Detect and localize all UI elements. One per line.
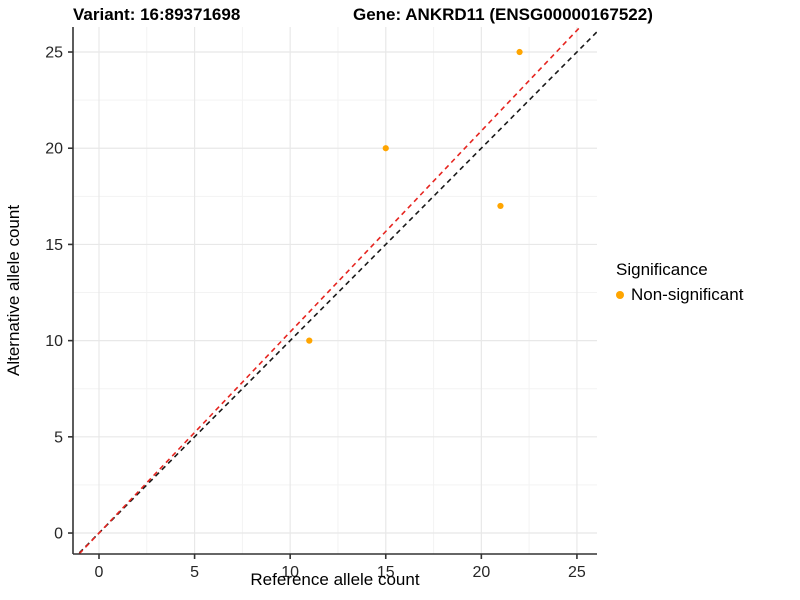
legend-items: Non-significant <box>616 285 743 305</box>
expected-ratio-line <box>77 27 582 554</box>
legend-item-label: Non-significant <box>631 285 744 304</box>
x-tick-label: 25 <box>568 564 586 581</box>
x-tick-label: 5 <box>190 564 199 581</box>
data-point <box>516 48 523 56</box>
y-tick-label: 10 <box>45 333 63 350</box>
y-tick-label: 5 <box>54 429 63 446</box>
legend-point-icon <box>616 291 624 299</box>
legend-title: Significance <box>616 260 708 279</box>
legend-item: Non-significant <box>616 285 743 305</box>
y-tick-label: 25 <box>45 45 63 62</box>
y-axis-title: Alternative allele count <box>4 204 23 377</box>
y-tick-label: 20 <box>45 141 63 158</box>
y-tick-label: 0 <box>54 526 63 543</box>
plot-title-variant: Variant: 16:89371698 <box>73 5 241 24</box>
identity-line <box>77 31 597 554</box>
reference-lines <box>77 27 597 554</box>
plot-title-gene: Gene: ANKRD11 (ENSG00000167522) <box>353 5 653 24</box>
x-tick-label: 15 <box>377 564 395 581</box>
x-tick-label: 0 <box>95 564 104 581</box>
legend: Significance Non-significant <box>616 260 743 305</box>
data-point <box>382 145 389 152</box>
data-point <box>497 202 504 210</box>
data-point <box>306 337 313 344</box>
y-tick-label: 15 <box>45 237 63 254</box>
x-tick-label: 20 <box>472 564 490 581</box>
x-tick-label: 10 <box>281 564 299 581</box>
x-axis-title: Reference allele count <box>250 570 420 589</box>
plot-panel <box>73 27 597 554</box>
